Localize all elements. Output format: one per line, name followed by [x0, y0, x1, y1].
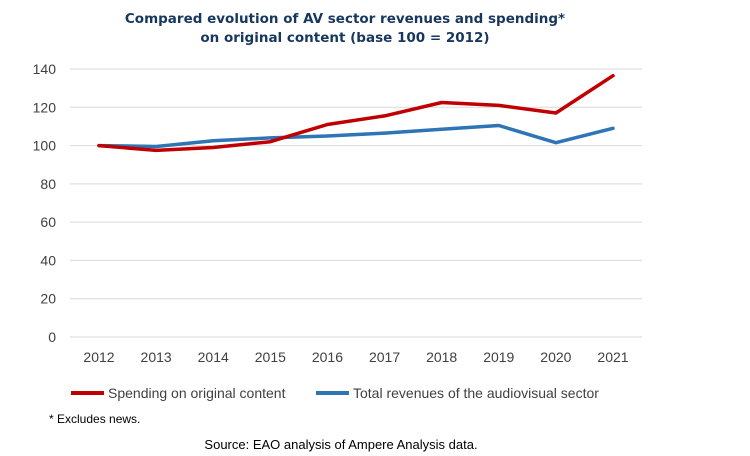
x-tick-label-2014: 2014	[198, 349, 229, 365]
y-axis-tick-labels: 0 20 40 60 80 100 120 140	[33, 61, 57, 345]
legend-label-revenues: Total revenues of the audiovisual sector	[353, 385, 599, 401]
x-tick-label-2016: 2016	[312, 349, 343, 365]
series-lines	[97, 73, 615, 153]
x-tick-label-2018: 2018	[426, 349, 457, 365]
legend-label-spending: Spending on original content	[108, 385, 286, 401]
source-note: Source: EAO analysis of Ampere Analysis …	[204, 437, 477, 452]
x-tick-label-2020: 2020	[540, 349, 571, 365]
y-tick-label-20: 20	[40, 291, 56, 307]
footnote: * Excludes news.	[49, 412, 140, 426]
x-tick-label-2012: 2012	[83, 349, 114, 365]
x-tick-label-2019: 2019	[483, 349, 514, 365]
y-tick-label-60: 60	[40, 214, 56, 230]
series-line-spending	[97, 73, 615, 153]
chart-title-line-2: on original content (base 100 = 2012)	[200, 30, 489, 46]
x-tick-label-2017: 2017	[369, 349, 400, 365]
chart-title-line-1: Compared evolution of AV sector revenues…	[125, 11, 565, 27]
x-axis-tick-labels: 2012 2013 2014 2015 2016 2017 2018 2019 2020 2021	[83, 349, 628, 365]
y-tick-label-100: 100	[33, 138, 57, 154]
y-tick-label-40: 40	[40, 252, 56, 268]
gridlines	[70, 68, 642, 338]
y-tick-label-80: 80	[40, 176, 56, 192]
x-tick-label-2021: 2021	[597, 349, 628, 365]
x-tick-label-2015: 2015	[255, 349, 286, 365]
series-line-revenues	[97, 123, 615, 149]
y-tick-label-0: 0	[48, 329, 56, 345]
y-tick-label-120: 120	[33, 99, 57, 115]
legend: Spending on original content Total reven…	[71, 385, 599, 401]
y-tick-label-140: 140	[33, 61, 57, 77]
x-tick-label-2013: 2013	[141, 349, 172, 365]
